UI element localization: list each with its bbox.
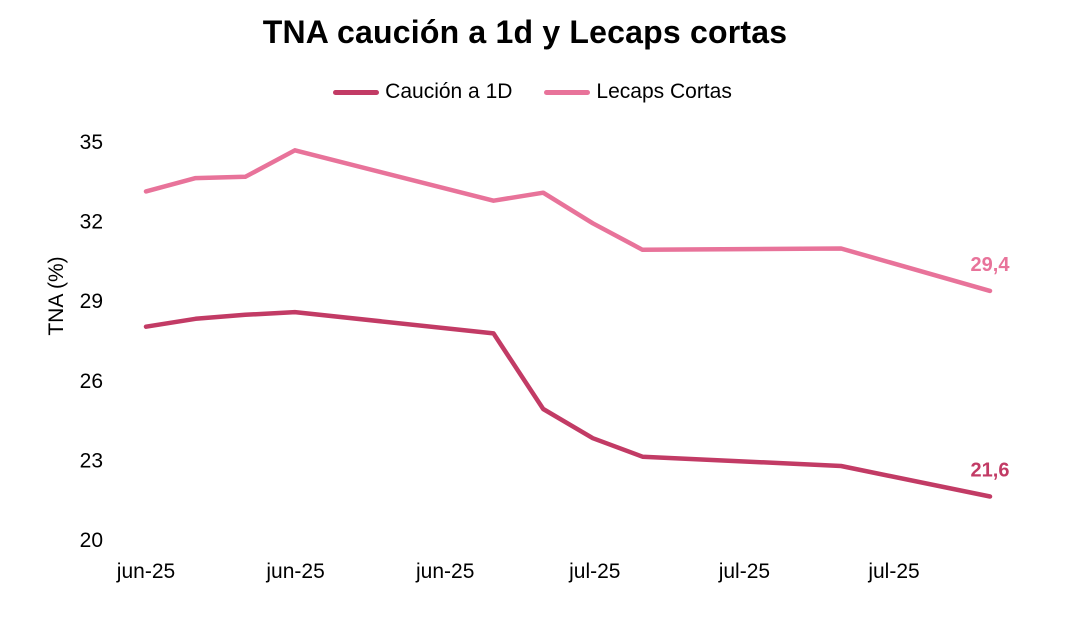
legend-swatch-lecaps bbox=[544, 89, 591, 95]
series-line-caucion bbox=[143, 309, 993, 499]
legend-label-lecaps: Lecaps Cortas bbox=[596, 80, 732, 103]
y-tick-label: 20 bbox=[80, 529, 103, 552]
chart-title: TNA caución a 1d y Lecaps cortas bbox=[262, 14, 788, 50]
legend-label-caucion: Caución a 1D bbox=[385, 80, 513, 103]
x-tick-label: jul-25 bbox=[867, 560, 919, 583]
series-lines bbox=[143, 148, 993, 499]
end-labels: 21,6 29,4 bbox=[971, 254, 1011, 482]
y-tick-label: 23 bbox=[80, 449, 103, 472]
y-tick-label: 29 bbox=[80, 290, 103, 313]
x-tick-label: jul-25 bbox=[718, 560, 770, 583]
x-tick-label: jun-25 bbox=[415, 560, 474, 583]
x-tick-label: jun-25 bbox=[265, 560, 324, 583]
legend-swatch-caucion bbox=[333, 89, 380, 95]
y-tick-label: 35 bbox=[80, 131, 103, 154]
end-value-label: 21,6 bbox=[971, 460, 1010, 482]
legend-item-caucion: Caución a 1D bbox=[333, 80, 512, 104]
x-axis-ticks: jun-25 jun-25 jun-25 jul-25 jul-25 jul-25 bbox=[116, 560, 920, 583]
legend-item-lecaps: Lecaps Cortas bbox=[544, 80, 732, 104]
x-tick-label: jun-25 bbox=[116, 560, 175, 583]
y-axis-label: TNA (%) bbox=[45, 256, 68, 335]
y-tick-label: 26 bbox=[80, 370, 103, 393]
x-tick-label: jul-25 bbox=[568, 560, 620, 583]
y-tick-label: 32 bbox=[80, 211, 103, 234]
end-value-label: 29,4 bbox=[971, 254, 1011, 276]
series-line-lecaps bbox=[143, 148, 993, 294]
y-axis-ticks: 20 23 26 29 32 35 bbox=[80, 131, 103, 552]
legend: Caución a 1D Lecaps Cortas bbox=[0, 80, 1065, 104]
